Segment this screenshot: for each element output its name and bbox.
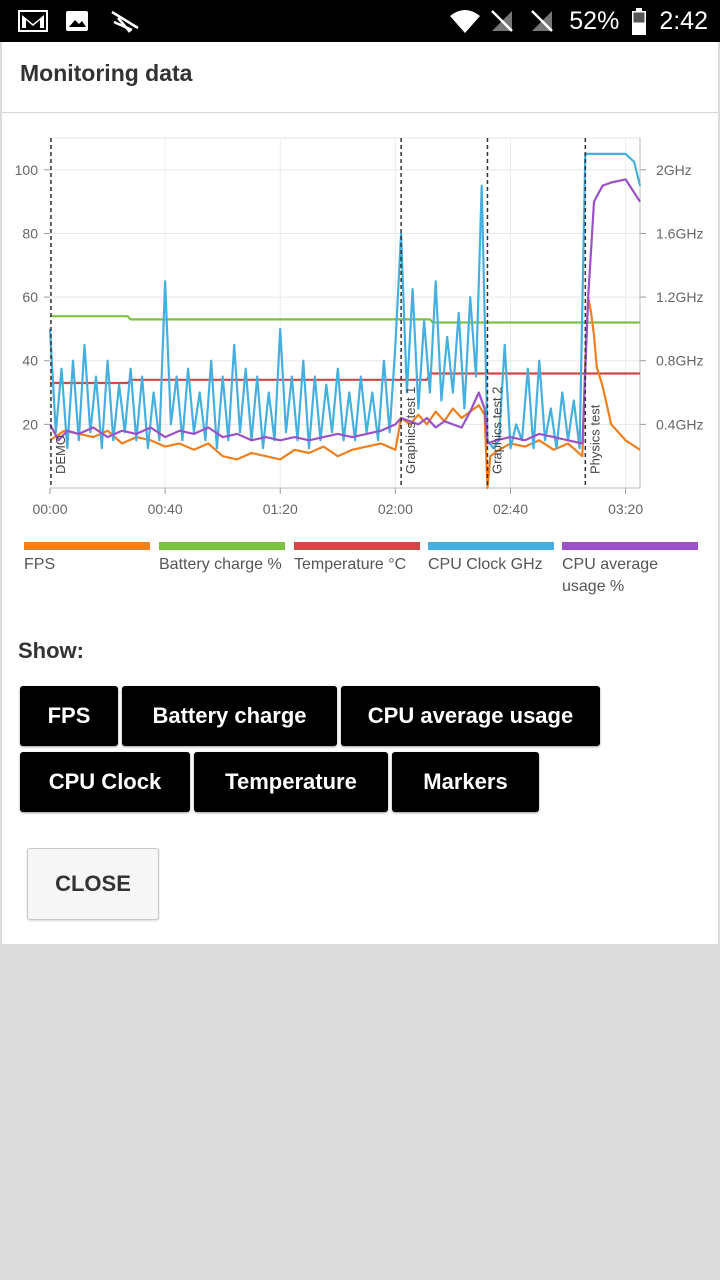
y-left-tick-label: 40 (22, 353, 38, 369)
x-tick-label: 02:00 (378, 501, 413, 517)
y-right-tick-label: 0.8GHz (656, 353, 703, 369)
chart-svg: 20 40 60 80 100 0.4GHz 0.8GHz 1.2GHz 1.6GHz 2GHz 0… (15, 137, 703, 517)
gallery-icon (64, 8, 92, 34)
y-right-tick-label: 2GHz (656, 162, 692, 178)
battery-icon (631, 8, 647, 35)
chart-legend: FPS Battery charge % Temperature °C CPU … (24, 542, 700, 602)
x-tick-label: 03:20 (608, 501, 643, 517)
toggle-markers-button[interactable]: Markers (392, 752, 539, 812)
gmail-icon (18, 8, 48, 34)
dialog-title: Monitoring data (20, 60, 193, 86)
close-button[interactable]: CLOSE (27, 848, 159, 920)
legend-swatch-temperature (294, 542, 420, 550)
legend-label-temperature: Temperature °C (294, 556, 407, 573)
y-left-tick-label: 100 (15, 162, 39, 178)
toggle-battery-charge-button[interactable]: Battery charge (122, 686, 337, 746)
marker-label: DEMO (53, 435, 68, 474)
legend-item-fps: FPS (24, 542, 150, 576)
status-bar: 52% 2:42 (0, 0, 720, 42)
wifi-icon (449, 8, 481, 34)
y-left-tick-label: 20 (22, 416, 38, 432)
toggle-fps-button[interactable]: FPS (20, 686, 118, 746)
legend-item-cpu-clock: CPU Clock GHz (428, 542, 554, 576)
toggle-cpu-average-usage-button[interactable]: CPU average usage (341, 686, 600, 746)
marker-label: Graphics test 1 (403, 387, 418, 474)
x-tick-label: 00:40 (148, 501, 183, 517)
y-right-tick-label: 1.6GHz (656, 225, 703, 241)
y-right-tick-label: 0.4GHz (656, 416, 703, 432)
monitoring-chart: 20 40 60 80 100 0.4GHz 0.8GHz 1.2GHz 1.6GHz 2GHz 0… (2, 122, 718, 562)
legend-label-cpu-clock: CPU Clock GHz (428, 556, 543, 573)
3dmark-icon (110, 8, 139, 34)
no-sim-icon (489, 8, 517, 34)
legend-label-fps: FPS (24, 556, 56, 573)
marker-label: Physics test (587, 404, 602, 474)
x-tick-label: 01:20 (263, 501, 298, 517)
legend-swatch-fps (24, 542, 150, 550)
y-left-tick-label: 80 (22, 225, 38, 241)
legend-swatch-cpu-usage (562, 542, 698, 550)
y-left-tick-label: 60 (22, 289, 38, 305)
x-tick-label: 00:00 (32, 501, 67, 517)
title-divider (2, 112, 718, 113)
battery-percentage: 52% (569, 7, 620, 35)
legend-swatch-cpu-clock (428, 542, 554, 550)
show-label: Show: (18, 638, 84, 663)
legend-label-battery: Battery charge % (159, 556, 282, 573)
legend-item-cpu-usage: CPU average usage % (562, 542, 700, 598)
series-line-cpu-average-usage (49, 178, 641, 445)
x-tick-label: 02:40 (493, 501, 528, 517)
clock: 2:42 (659, 7, 708, 35)
legend-item-battery: Battery charge % (159, 542, 285, 576)
no-sim-icon (529, 8, 557, 34)
series-line-cpu-clock-ghz (48, 152, 642, 450)
legend-item-temperature: Temperature °C (294, 542, 420, 576)
monitoring-dialog: Monitoring data 20 40 60 80 100 0.4GHz 0.8GHz 1… (2, 42, 718, 944)
series-line-battery-charge (50, 315, 640, 324)
toggle-cpu-clock-button[interactable]: CPU Clock (20, 752, 190, 812)
marker-label: Graphics test 2 (489, 387, 504, 474)
toggle-temperature-button[interactable]: Temperature (194, 752, 388, 812)
legend-label-cpu-usage: CPU average usage % (562, 556, 659, 595)
legend-swatch-battery (159, 542, 285, 550)
y-right-tick-label: 1.2GHz (656, 289, 703, 305)
series-line-temperature-c (50, 372, 640, 385)
